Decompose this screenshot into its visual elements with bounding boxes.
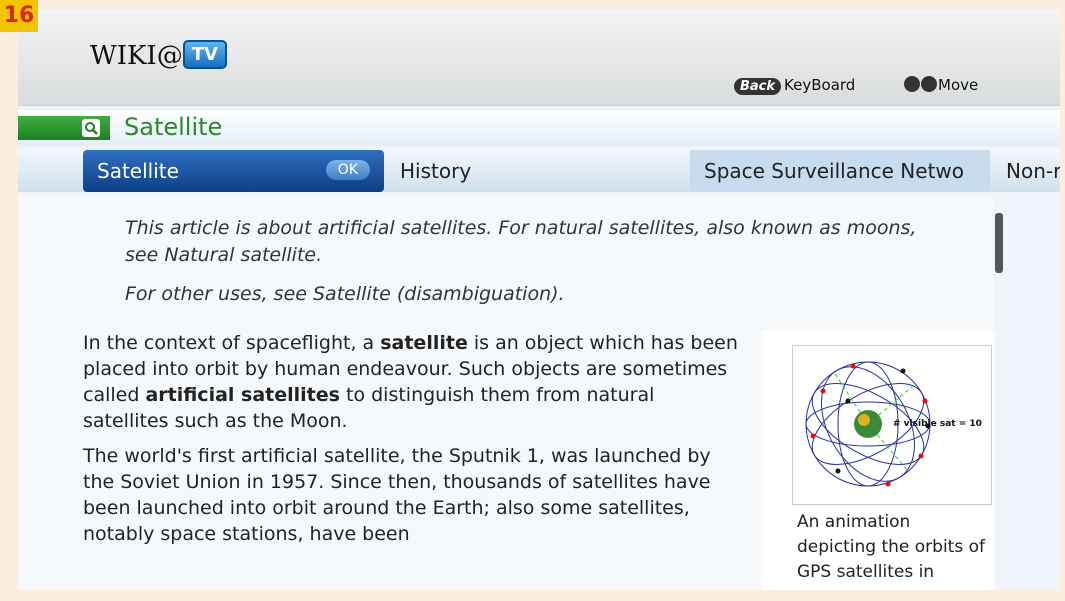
logo-badge: TV [183, 40, 227, 69]
search-icon [82, 119, 100, 137]
page-badge: 16 [0, 0, 38, 32]
ok-badge: OK [326, 160, 370, 180]
hatnote: This article is about artificial satelli… [125, 215, 955, 269]
hint-label: Move [938, 76, 978, 94]
figure-caption: An animation depicting the orbits of GPS… [797, 510, 987, 585]
figure: # visible sat = 10 An animation depictin… [762, 330, 995, 590]
text: In the context of spaceflight, a [83, 332, 380, 354]
search-query: Satellite [124, 113, 222, 141]
tab-label: Space Surveillance Netwo [704, 159, 964, 183]
logo-text: WIKI@ [90, 41, 183, 71]
logo: WIKI@TV [90, 40, 227, 71]
hint-label: KeyBoard [784, 76, 855, 94]
tab-label: Non-r [1006, 159, 1060, 183]
paragraph: The world's first artificial satellite, … [83, 443, 743, 547]
tab[interactable]: Non-r [992, 150, 1060, 192]
back-key: Back [734, 78, 781, 95]
page: WIKI@TV BackKeyBoard Move Satellite Sate… [0, 0, 1065, 601]
tab[interactable]: Space Surveillance Netwo [690, 150, 990, 192]
tab[interactable]: History [386, 150, 686, 192]
tab[interactable]: Satellite OK [83, 150, 384, 192]
orbit-animation: # visible sat = 10 [792, 345, 992, 505]
tab-label: Satellite [97, 159, 179, 183]
bold-text: artificial satellites [145, 384, 340, 406]
text: The world's first artificial satellite, … [83, 445, 711, 545]
hatnote: For other uses, see Satellite (disambigu… [125, 281, 955, 308]
up-key [904, 76, 920, 92]
paragraph: In the context of spaceflight, a satelli… [83, 330, 743, 434]
image-label: # visible sat = 10 [893, 419, 982, 429]
hint-move[interactable]: Move [904, 76, 978, 94]
down-key [921, 76, 937, 92]
tab-label: History [400, 159, 471, 183]
search-bar[interactable]: Satellite [18, 110, 1060, 146]
tab-bar: Satellite OK History Space Surveillance N… [18, 150, 1060, 192]
scrollbar-thumb[interactable] [995, 213, 1003, 273]
bold-text: satellite [380, 332, 468, 354]
